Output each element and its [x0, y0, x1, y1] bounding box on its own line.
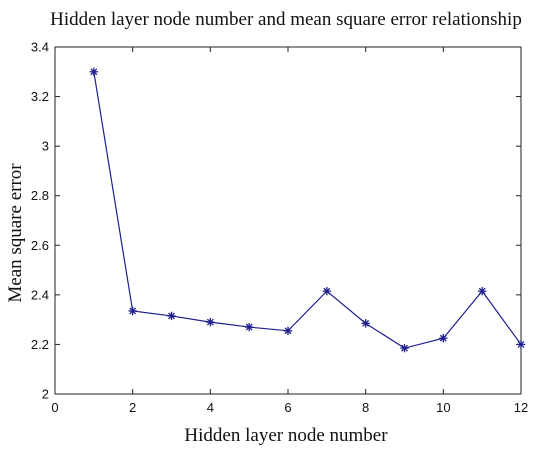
- data-point: [206, 317, 215, 327]
- x-tick-label: 8: [362, 400, 369, 415]
- data-point: [400, 343, 409, 353]
- series-group: [89, 67, 526, 353]
- x-tick-label: 10: [436, 400, 450, 415]
- data-point: [361, 319, 370, 328]
- data-point: [167, 311, 176, 321]
- data-point: [128, 306, 137, 316]
- y-tick-label: 3.2: [31, 89, 49, 104]
- x-tick-label: 0: [51, 400, 58, 415]
- data-point: [439, 334, 448, 343]
- y-tick-label: 2.8: [31, 188, 49, 203]
- y-axis: 2 2.2 2.4 2.6 2.8 3 3.2 3.4: [31, 40, 521, 402]
- y-tick-label: 2.6: [31, 238, 49, 253]
- y-tick-label: 2: [42, 387, 49, 402]
- data-point: [244, 322, 254, 332]
- y-tick-label: 2.2: [31, 337, 49, 352]
- data-point: [516, 340, 526, 349]
- plot-frame: [54, 46, 522, 395]
- y-tick-label: 3: [42, 139, 49, 154]
- x-tick-label: 2: [129, 400, 136, 415]
- series-line: [93, 71, 522, 349]
- y-tick-label: 2.4: [31, 287, 49, 302]
- x-tick-label: 4: [207, 400, 214, 415]
- x-axis-label: Hidden layer node number: [184, 425, 388, 446]
- x-axis: 0 2 4 6 8 10 12: [51, 47, 528, 415]
- data-point: [89, 67, 99, 76]
- y-tick-label: 3.4: [31, 40, 49, 55]
- plot-area: 0 2 4 6 8 10 12 22.22.42.62.833.23.4: [31, 40, 528, 416]
- y-axis-label: Mean square error: [5, 163, 26, 303]
- x-tick-label: 12: [514, 400, 528, 415]
- data-point: [477, 286, 487, 296]
- x-tick-label: 6: [284, 400, 291, 415]
- data-point: [322, 286, 332, 296]
- chart-title: Hidden layer node number and mean square…: [50, 9, 522, 30]
- data-point: [283, 326, 293, 335]
